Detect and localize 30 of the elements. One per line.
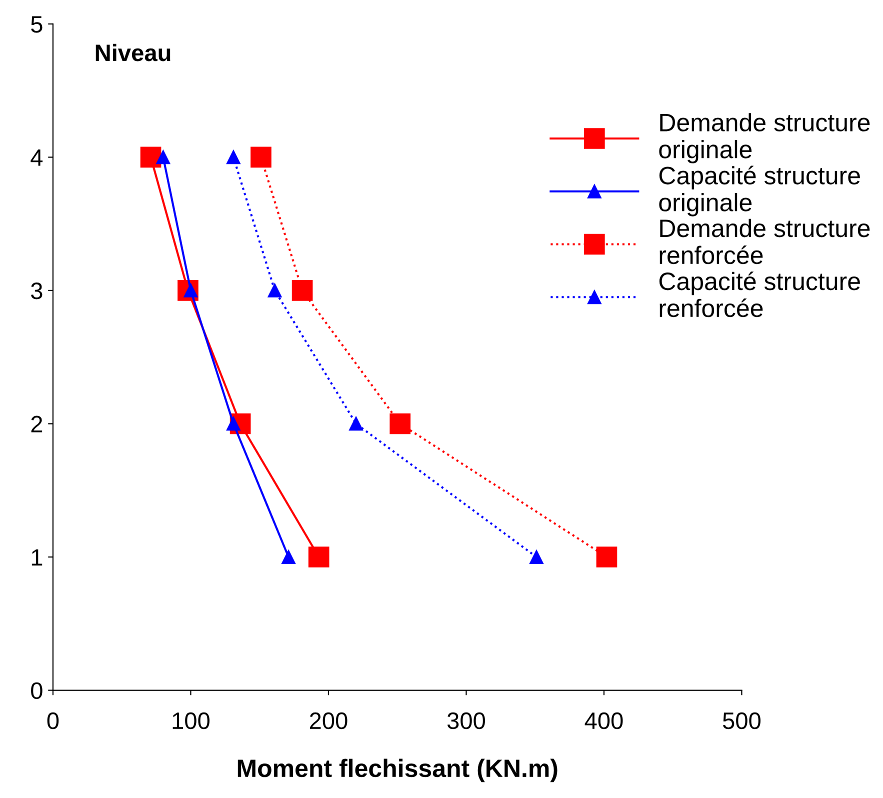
y-axis-title: Niveau	[96, 44, 170, 62]
legend-label: Demande structure renforcée	[660, 218, 870, 264]
y-tick-label: 5	[31, 16, 42, 33]
point	[292, 280, 313, 301]
y-tick-label: 2	[31, 416, 42, 432]
legend-label: Capacité structure renforcée	[659, 272, 860, 318]
point	[140, 146, 162, 168]
point	[156, 150, 170, 164]
point	[308, 546, 330, 568]
point	[390, 413, 411, 434]
point	[596, 546, 618, 568]
point	[530, 550, 544, 564]
point	[250, 146, 272, 168]
point	[349, 416, 363, 431]
point	[226, 150, 240, 164]
y-tick-label: 4	[30, 150, 43, 166]
x-axis-title: Moment flechissant (KN.m)	[238, 758, 558, 782]
x-tick-label: 200	[310, 712, 348, 730]
legend-label: Demande structure originale	[659, 113, 870, 164]
y-tick-label: 1	[32, 549, 42, 566]
legend-label: Capacité structure originale	[659, 166, 860, 216]
point	[268, 284, 282, 298]
x-tick-label: 500	[722, 712, 760, 730]
y-tick-label: 3	[31, 282, 42, 300]
point	[282, 550, 296, 564]
y-tick-label: 0	[31, 682, 42, 700]
x-tick-label: 0	[47, 712, 59, 730]
x-tick-label: 400	[584, 712, 623, 730]
x-tick-label: 100	[172, 712, 210, 730]
x-tick-label: 300	[447, 712, 485, 730]
